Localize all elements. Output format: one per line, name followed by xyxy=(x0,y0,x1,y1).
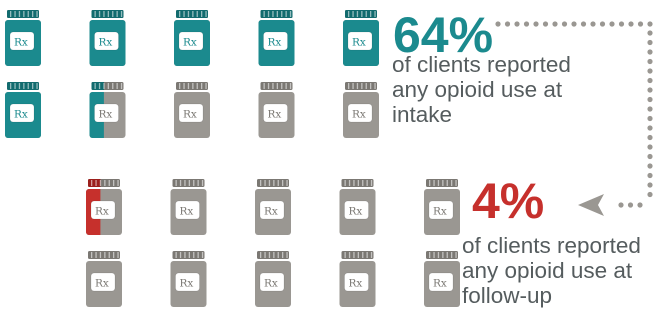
connector-dot xyxy=(637,21,644,27)
connector-dot xyxy=(647,21,653,27)
connector-dot xyxy=(647,163,653,169)
connector-dot xyxy=(533,21,539,27)
intake-bottle: Rx xyxy=(343,10,379,66)
rx-label: Rx xyxy=(99,37,113,49)
intake-caption-line: of clients reported xyxy=(392,52,571,77)
connector-dot xyxy=(647,77,653,84)
connector-dot xyxy=(647,106,653,112)
intake-percentage: 64% xyxy=(393,7,494,63)
rx-label: Rx xyxy=(99,109,113,121)
connector-dot xyxy=(504,21,511,27)
intake-bottle: Rx xyxy=(89,10,126,66)
connector-dot xyxy=(647,153,653,160)
intake-bottle-grid: Rx Rx Rx Rx Rx Rx Rx Rx Rx Rx xyxy=(5,10,379,138)
rx-label: Rx xyxy=(268,109,282,121)
rx-label: Rx xyxy=(352,37,366,49)
rx-label: Rx xyxy=(183,37,197,49)
followup-caption-line: follow-up xyxy=(462,283,553,308)
rx-label: Rx xyxy=(264,206,278,218)
connector-dot xyxy=(523,21,530,27)
connector-dot xyxy=(618,202,624,208)
connector-dot xyxy=(580,21,587,27)
intake-caption-line: any opioid use at xyxy=(392,77,563,102)
arrowhead xyxy=(578,194,604,216)
intake-bottle: Rx xyxy=(174,82,210,138)
connector-dot xyxy=(609,21,615,27)
followup-bottle-grid: Rx Rx Rx Rx Rx Rx Rx Rx Rx Rx xyxy=(86,179,460,307)
followup-bottle: Rx xyxy=(339,251,376,307)
rx-label: Rx xyxy=(268,37,282,49)
followup-bottle: Rx xyxy=(255,251,291,307)
connector-dot xyxy=(647,58,653,65)
connector-dot xyxy=(628,21,634,27)
connector-dot xyxy=(647,39,653,46)
connector-dot xyxy=(647,115,653,122)
rx-label: Rx xyxy=(352,109,366,121)
followup-caption: of clients reported any opioid use at fo… xyxy=(462,233,658,308)
connector-dot xyxy=(627,202,634,208)
rx-label: Rx xyxy=(433,278,447,290)
followup-bottle: Rx xyxy=(339,179,376,235)
rx-label: Rx xyxy=(180,206,194,218)
rx-label: Rx xyxy=(95,278,109,290)
connector-dot xyxy=(590,21,596,27)
connector-dot xyxy=(618,21,625,27)
rx-label: Rx xyxy=(14,37,28,49)
rx-label: Rx xyxy=(433,206,447,218)
connector-dot xyxy=(637,202,643,208)
connector-dot xyxy=(495,21,501,27)
intake-bottle: Rx xyxy=(5,10,41,66)
followup-bottle: Rx xyxy=(255,179,291,235)
connector-dot xyxy=(647,49,653,55)
connector-dot xyxy=(561,21,568,27)
rx-label: Rx xyxy=(349,206,363,218)
rx-label: Rx xyxy=(14,109,28,121)
connector-dot xyxy=(647,96,653,103)
rx-label: Rx xyxy=(95,206,109,218)
followup-bottle: Rx xyxy=(424,251,460,307)
intake-bottle: Rx xyxy=(5,82,41,138)
rx-label: Rx xyxy=(264,278,278,290)
connector-dot xyxy=(514,21,520,27)
followup-bottle: Rx xyxy=(170,179,207,235)
connector-dot xyxy=(599,21,606,27)
connector-dot xyxy=(647,68,653,74)
intake-bottle: Rx xyxy=(174,10,210,66)
connector-dot xyxy=(542,21,549,27)
connector-dot xyxy=(647,30,653,36)
followup-bottle: Rx xyxy=(86,179,122,235)
connector-dot xyxy=(647,172,653,179)
connector-dot xyxy=(571,21,577,27)
intake-caption-line: intake xyxy=(392,102,453,127)
rx-label: Rx xyxy=(349,278,363,290)
followup-bottle: Rx xyxy=(86,251,122,307)
intake-bottle: Rx xyxy=(89,82,126,138)
dotted-connector-arrow xyxy=(495,21,653,216)
intake-bottle: Rx xyxy=(343,82,379,138)
rx-label: Rx xyxy=(180,278,194,290)
followup-bottle: Rx xyxy=(170,251,207,307)
connector-dot xyxy=(647,144,653,150)
intake-caption: of clients reported any opioid use at in… xyxy=(392,52,602,127)
intake-bottle: Rx xyxy=(258,82,295,138)
intake-bottle: Rx xyxy=(258,10,295,66)
connector-dot xyxy=(647,134,653,141)
connector-dot xyxy=(647,182,653,188)
followup-caption-line: of clients reported xyxy=(462,233,641,258)
connector-dot xyxy=(647,191,653,198)
rx-label: Rx xyxy=(183,109,197,121)
connector-dot xyxy=(647,87,653,93)
followup-caption-line: any opioid use at xyxy=(462,258,633,283)
followup-bottle: Rx xyxy=(424,179,460,235)
followup-percentage: 4% xyxy=(472,173,545,229)
connector-dot xyxy=(647,125,653,131)
connector-dot xyxy=(552,21,558,27)
